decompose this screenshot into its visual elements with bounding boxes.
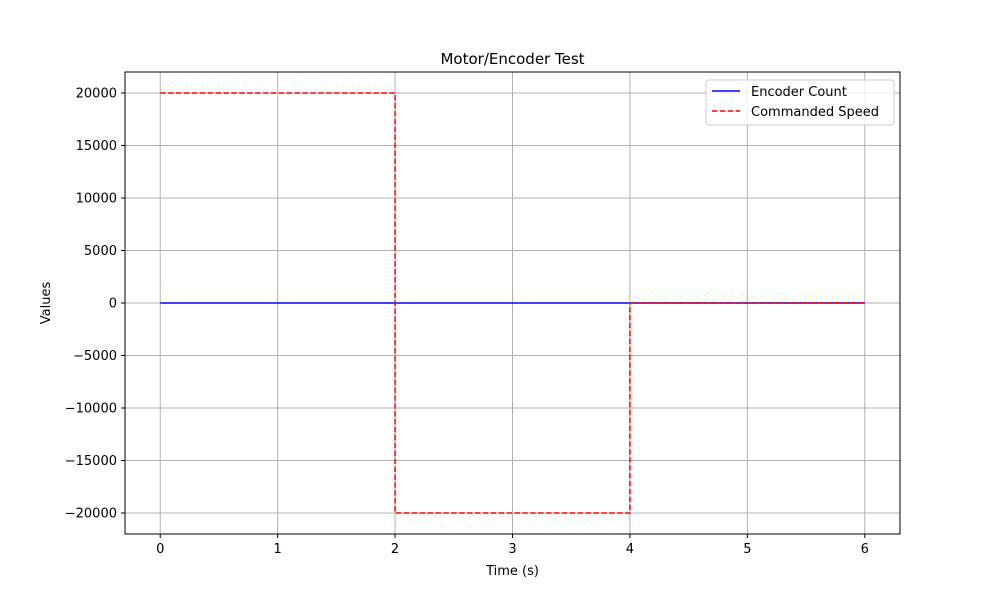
axis-ticks: 0 1 2 3 4 5 6 20000 15000 10000 5000 0 −5000 −10000 −1…: [65, 87, 869, 558]
x-tick-label: 5: [743, 542, 751, 557]
x-tick-label: 3: [508, 542, 516, 557]
y-tick-label: −5000: [73, 349, 117, 364]
grid: [125, 72, 900, 534]
x-tick-label: 4: [626, 542, 634, 557]
x-tick-label: 2: [391, 542, 399, 557]
y-tick-label: −15000: [65, 454, 117, 469]
series-line-commanded-speed: [160, 92, 865, 514]
chart-title: Motor/Encoder Test: [440, 50, 584, 68]
x-axis-label: Time (s): [485, 564, 539, 579]
legend-box: [705, 79, 895, 126]
legend-label-commanded-speed: Commanded Speed: [751, 105, 879, 120]
y-axis-label: Values: [39, 282, 54, 325]
x-tick-label: 6: [861, 542, 869, 557]
y-tick-label: 0: [109, 297, 117, 312]
legend: Encoder Count Commanded Speed: [705, 79, 895, 126]
y-tick-label: 20000: [76, 87, 117, 102]
legend-label-encoder-count: Encoder Count: [751, 85, 847, 100]
y-tick-label: 5000: [84, 244, 117, 259]
y-tick-label: −20000: [65, 507, 117, 522]
y-tick-label: −10000: [65, 402, 117, 417]
plot-series: [160, 92, 865, 514]
x-tick-label: 0: [156, 542, 164, 557]
x-tick-label: 1: [274, 542, 282, 557]
y-tick-label: 10000: [76, 192, 117, 207]
y-tick-label: 15000: [76, 139, 117, 154]
